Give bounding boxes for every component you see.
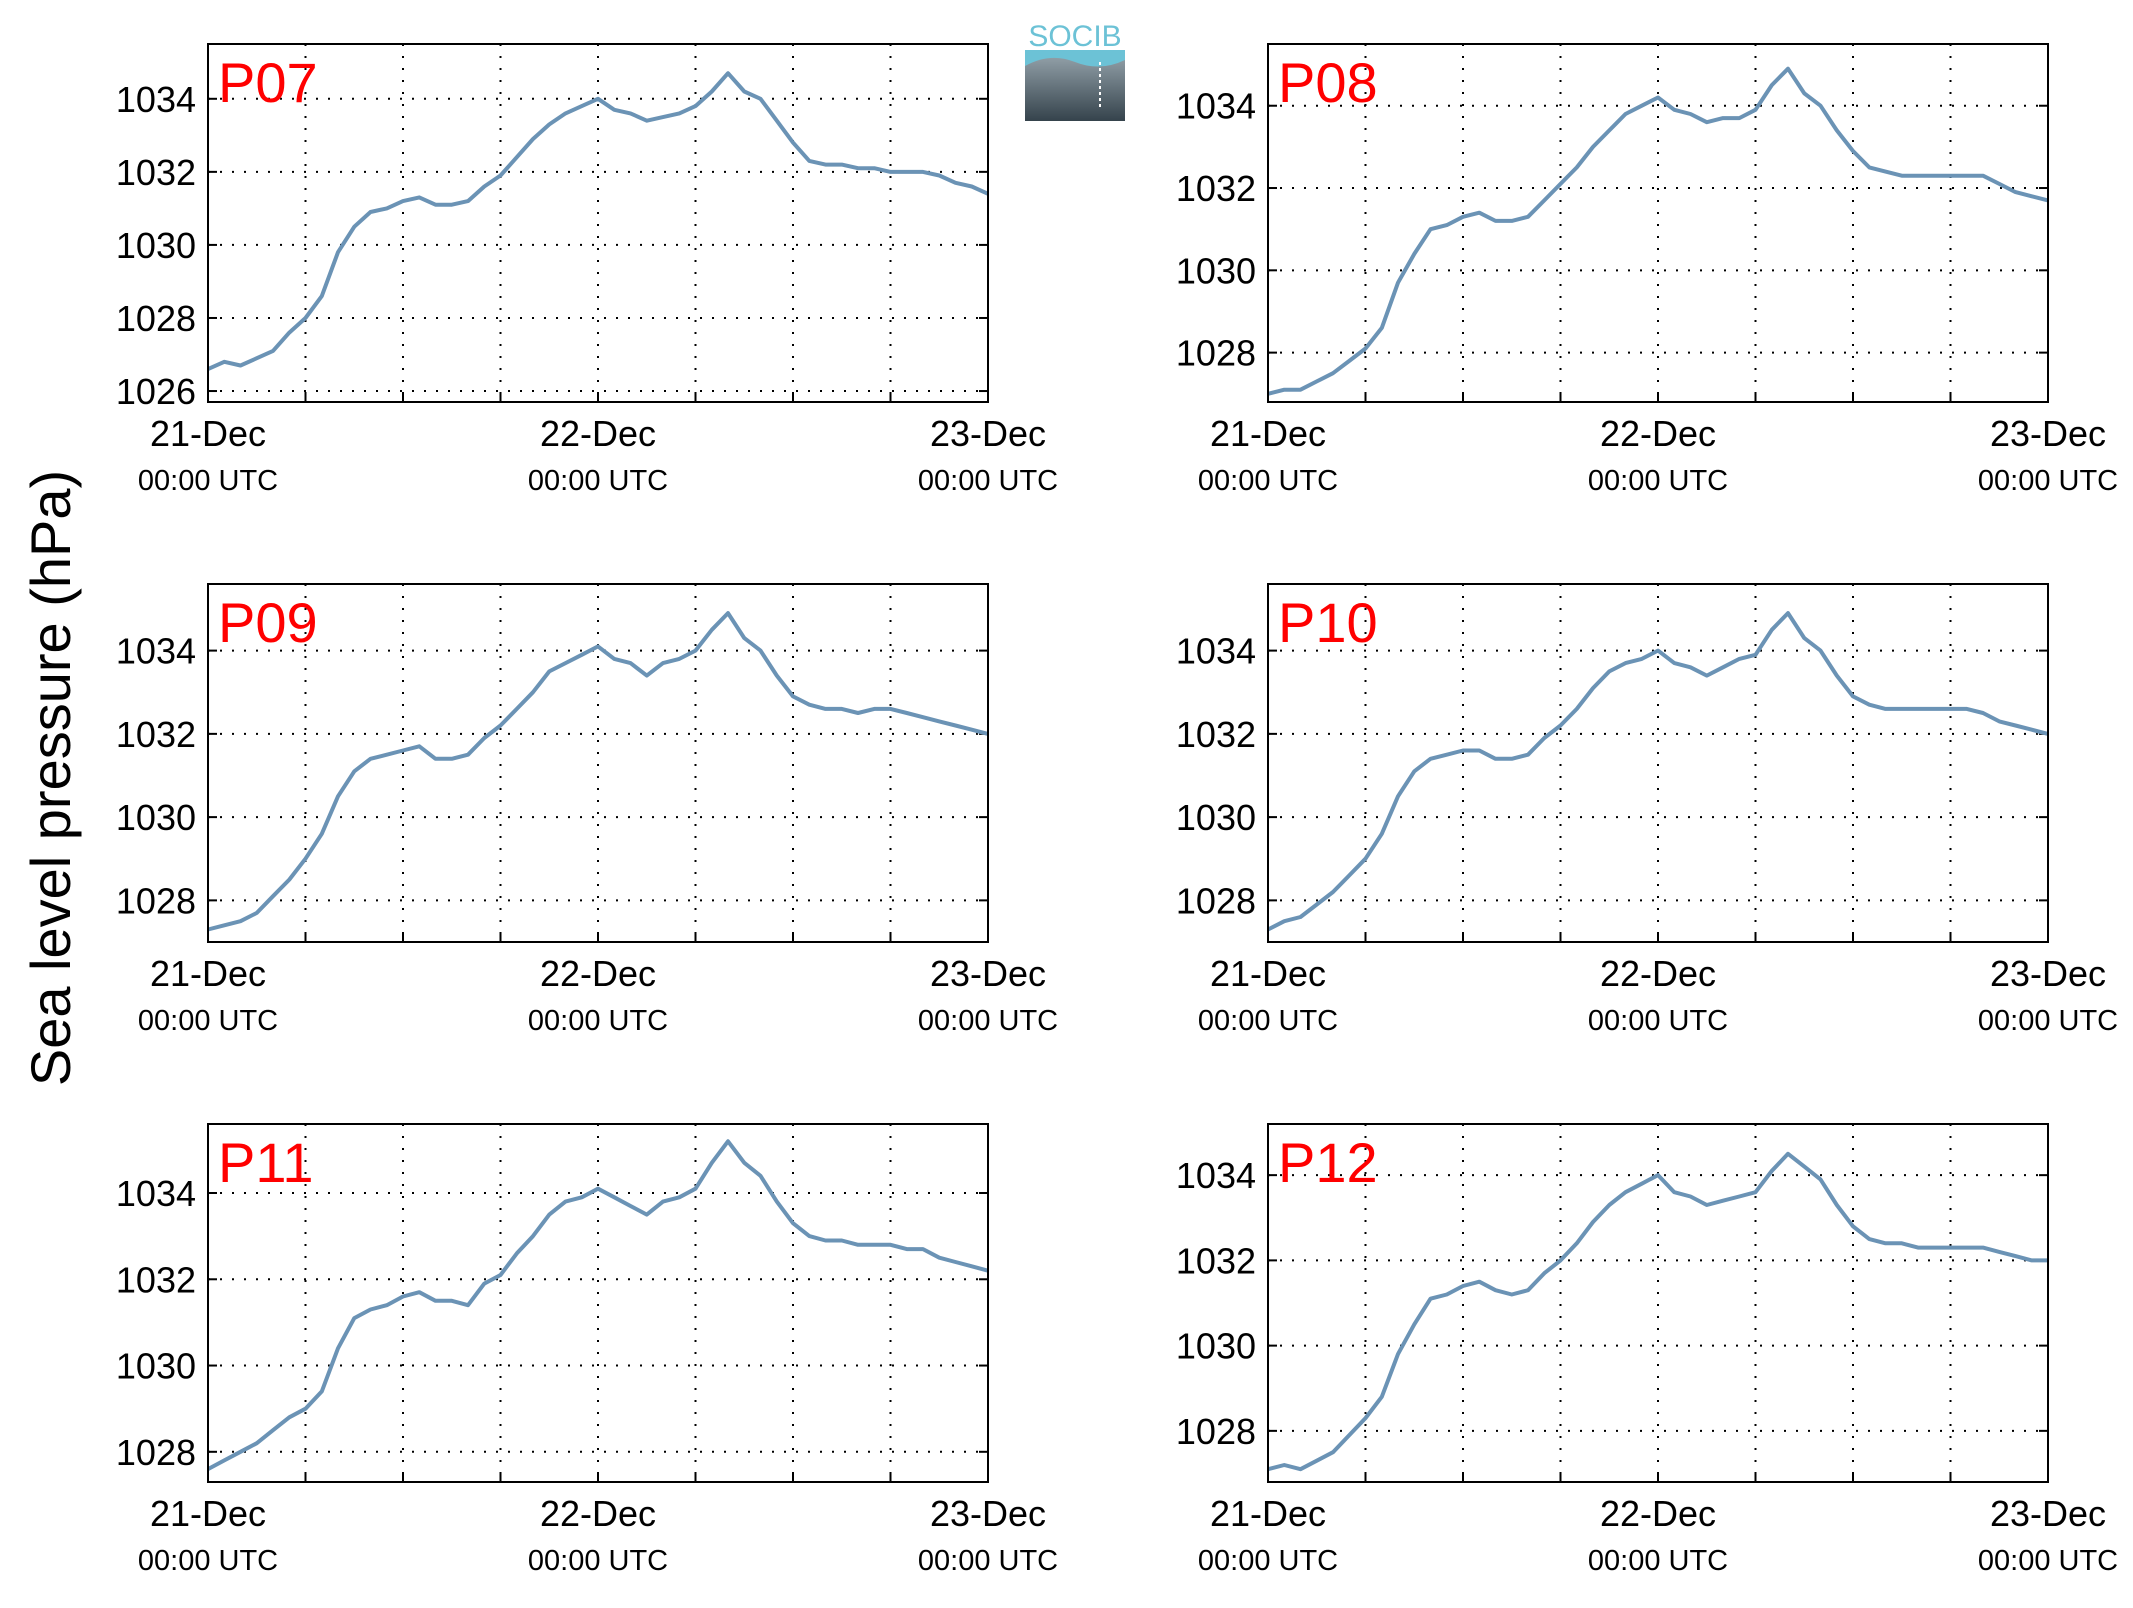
x-tick-label-time: 00:00 UTC xyxy=(1588,1005,1728,1037)
y-tick-label: 1028 xyxy=(116,1432,196,1473)
y-tick-label: 1028 xyxy=(1176,880,1256,921)
x-tick-label-time: 00:00 UTC xyxy=(1588,465,1728,497)
x-tick-label-time: 00:00 UTC xyxy=(138,465,278,497)
panel-p11: 1028 1030 1032 1034 P11 21-Dec 00:00 UTC 22-Dec… xyxy=(116,1123,1058,1577)
x-tick-label-time: 00:00 UTC xyxy=(528,1545,668,1577)
y-tick-label: 1028 xyxy=(1176,1411,1256,1452)
y-tick-label: 1032 xyxy=(116,152,196,193)
panel-p12: 1028 1030 1032 1034 P12 21-Dec 00:00 UTC 22-Dec… xyxy=(1176,1123,2118,1577)
x-tick-label-date: 22-Dec xyxy=(1600,1493,1716,1534)
x-tick-label-date: 21-Dec xyxy=(1210,953,1326,994)
x-tick-label-time: 00:00 UTC xyxy=(138,1005,278,1037)
x-tick-label-date: 21-Dec xyxy=(150,953,266,994)
y-tick-label: 1032 xyxy=(116,1259,196,1300)
x-tick-label-time: 00:00 UTC xyxy=(138,1545,278,1577)
axes-frame xyxy=(1267,583,2049,943)
x-tick-label-date: 23-Dec xyxy=(930,1493,1046,1534)
y-tick-label: 1028 xyxy=(116,298,196,339)
x-tick-label-time: 00:00 UTC xyxy=(528,465,668,497)
y-tick-label: 1034 xyxy=(116,631,196,672)
y-tick-label: 1032 xyxy=(116,714,196,755)
panel-p07: 1026 1028 1030 1032 1034 P07 21-Dec 00:00 UTC 22… xyxy=(116,43,1058,497)
panel-p09: 1028 1030 1032 1034 P09 21-Dec 00:00 UTC 22-Dec… xyxy=(116,583,1058,1037)
x-tick-label-time: 00:00 UTC xyxy=(918,465,1058,497)
y-tick-label: 1028 xyxy=(116,880,196,921)
x-tick-label-date: 23-Dec xyxy=(930,413,1046,454)
x-tick-label-time: 00:00 UTC xyxy=(918,1545,1058,1577)
panel-label: P10 xyxy=(1278,591,1378,654)
y-tick-label: 1028 xyxy=(1176,333,1256,374)
x-tick-label-date: 21-Dec xyxy=(1210,1493,1326,1534)
panel-label: P11 xyxy=(218,1131,313,1194)
axes-frame xyxy=(207,1123,989,1483)
pressure-line-p11 xyxy=(207,1139,989,1471)
pressure-line-p08 xyxy=(1267,66,2049,396)
y-tick-label: 1030 xyxy=(116,797,196,838)
x-tick-label-date: 21-Dec xyxy=(1210,413,1326,454)
pressure-line-p10 xyxy=(1267,611,2049,932)
socib-logo: SOCIB xyxy=(1025,20,1125,121)
x-tick-label-date: 23-Dec xyxy=(1990,413,2106,454)
x-tick-label-time: 00:00 UTC xyxy=(1978,465,2118,497)
x-tick-label-time: 00:00 UTC xyxy=(1198,1005,1338,1037)
x-tick-label-date: 22-Dec xyxy=(1600,953,1716,994)
y-tick-label: 1034 xyxy=(1176,631,1256,672)
axes-frame xyxy=(207,583,989,943)
panel-label: P07 xyxy=(218,51,318,114)
pressure-line-p12 xyxy=(1267,1151,2048,1472)
y-tick-label: 1032 xyxy=(1176,168,1256,209)
x-tick-label-date: 22-Dec xyxy=(1600,413,1716,454)
x-tick-label-date: 23-Dec xyxy=(930,953,1046,994)
panel-p08: 1028 1030 1032 1034 P08 21-Dec 00:00 UTC 22-Dec… xyxy=(1176,43,2118,497)
x-tick-label-time: 00:00 UTC xyxy=(1588,1545,1728,1577)
y-axis-label: Sea level pressure (hPa) xyxy=(19,470,82,1086)
axes-frame xyxy=(1267,1123,2049,1483)
x-tick-label-date: 21-Dec xyxy=(150,413,266,454)
x-tick-label-date: 23-Dec xyxy=(1990,953,2106,994)
y-tick-label: 1030 xyxy=(116,225,196,266)
x-tick-label-date: 22-Dec xyxy=(540,953,656,994)
y-tick-label: 1030 xyxy=(1176,1326,1256,1367)
x-tick-label-time: 00:00 UTC xyxy=(1198,1545,1338,1577)
axes-frame xyxy=(207,43,989,403)
axes-frame xyxy=(1267,43,2049,403)
y-tick-label: 1034 xyxy=(116,79,196,120)
x-tick-label-time: 00:00 UTC xyxy=(918,1005,1058,1037)
y-tick-label: 1034 xyxy=(1176,1155,1256,1196)
x-tick-label-date: 23-Dec xyxy=(1990,1493,2106,1534)
y-tick-label: 1030 xyxy=(1176,797,1256,838)
x-tick-label-time: 00:00 UTC xyxy=(528,1005,668,1037)
pressure-line-p07 xyxy=(207,71,989,371)
y-tick-label: 1030 xyxy=(116,1346,196,1387)
x-tick-label-time: 00:00 UTC xyxy=(1978,1545,2118,1577)
panel-label: P08 xyxy=(1278,51,1378,114)
pressure-line-p09 xyxy=(207,611,989,932)
y-tick-label: 1034 xyxy=(1176,86,1256,127)
y-tick-label: 1030 xyxy=(1176,250,1256,291)
y-tick-label: 1026 xyxy=(116,371,196,412)
panel-p10: 1028 1030 1032 1034 P10 21-Dec 00:00 UTC 22-Dec… xyxy=(1176,583,2118,1037)
panel-label: P12 xyxy=(1278,1131,1378,1194)
y-tick-label: 1032 xyxy=(1176,1240,1256,1281)
x-tick-label-date: 22-Dec xyxy=(540,1493,656,1534)
x-tick-label-time: 00:00 UTC xyxy=(1198,465,1338,497)
socib-logo-text: SOCIB xyxy=(1028,20,1121,53)
x-tick-label-date: 22-Dec xyxy=(540,413,656,454)
panels-container: 1026 1028 1030 1032 1034 P07 21-Dec 00:00 UTC 22… xyxy=(116,43,2118,1577)
y-tick-label: 1032 xyxy=(1176,714,1256,755)
y-tick-label: 1034 xyxy=(116,1173,196,1214)
x-tick-label-date: 21-Dec xyxy=(150,1493,266,1534)
panel-label: P09 xyxy=(218,591,318,654)
x-tick-label-time: 00:00 UTC xyxy=(1978,1005,2118,1037)
